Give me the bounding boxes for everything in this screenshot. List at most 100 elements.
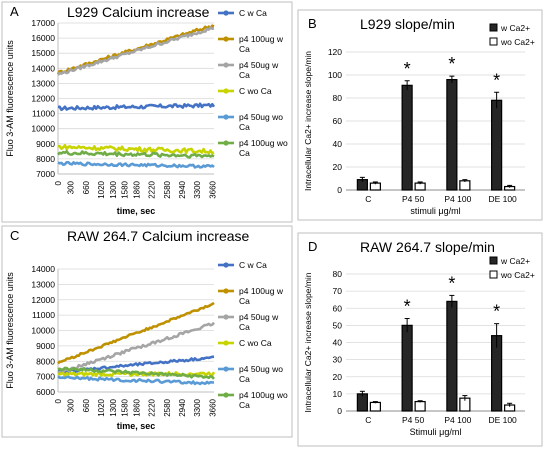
chart-title: RAW 264.7 slope/min xyxy=(360,239,495,255)
legend-marker xyxy=(223,140,229,146)
y-tick-label: 8000 xyxy=(36,154,55,164)
x-tick-label: C xyxy=(365,415,371,425)
series-line xyxy=(57,102,216,112)
x-tick-label: 1580 xyxy=(121,398,130,416)
panel-border xyxy=(297,232,543,447)
y-tick-label: 11000 xyxy=(32,109,55,119)
legend-label: p4 50ug w xyxy=(239,312,279,322)
x-tick-label: 3660 xyxy=(208,398,217,416)
bar xyxy=(401,84,413,191)
significance-marker: * xyxy=(493,70,500,90)
y-tick-label: 0 xyxy=(337,406,342,416)
y-tick-label: 11000 xyxy=(32,310,55,320)
significance-marker: * xyxy=(448,273,455,293)
x-tick-label: 3300 xyxy=(193,398,202,416)
x-tick-label: 2580 xyxy=(163,180,172,198)
legend-label: Ca xyxy=(239,44,250,54)
panel-C: C RAW 264.7 Calcium increase 6000 7000 8000 9… xyxy=(1,225,293,438)
bar xyxy=(491,99,503,191)
y-tick-label: 12000 xyxy=(31,295,55,305)
x-tick-label: C xyxy=(365,194,371,204)
x-tick-label: 2580 xyxy=(163,398,172,416)
legend-marker xyxy=(223,366,229,372)
x-tick-label: 1580 xyxy=(121,180,130,198)
legend-label: wo Ca2+ xyxy=(500,37,535,47)
y-tick-label: 10000 xyxy=(31,326,55,336)
legend-label: w Ca2+ xyxy=(500,256,530,266)
x-tick-label: 2940 xyxy=(178,180,187,198)
y-tick-label: 16000 xyxy=(31,33,55,43)
y-tick-label: 70 xyxy=(333,286,343,296)
y-tick-label: 17000 xyxy=(31,18,55,28)
x-tick-label: 660 xyxy=(82,180,91,194)
legend-label: Ca xyxy=(239,322,250,332)
y-tick-label: 0 xyxy=(337,185,342,195)
x-tick-label: P4 100 xyxy=(444,415,471,425)
series-line xyxy=(57,150,215,159)
y-tick-label: 50 xyxy=(333,320,343,330)
y-tick-label: 6000 xyxy=(36,387,55,397)
y-tick-label: 40 xyxy=(333,338,343,348)
y-tick-label: 20 xyxy=(333,372,343,382)
legend-marker xyxy=(223,340,229,346)
x-tick-label: 1860 xyxy=(132,398,141,416)
y-tick-label: 8000 xyxy=(36,356,55,366)
legend-swatch xyxy=(489,37,498,46)
significance-marker: * xyxy=(404,59,411,79)
legend-label: Ca xyxy=(239,374,250,384)
y-tick-label: 14000 xyxy=(31,63,55,73)
x-tick-label: 1020 xyxy=(97,180,106,198)
legend-marker xyxy=(223,262,229,268)
legend-label: p4 50ug w xyxy=(239,60,279,70)
series-line xyxy=(57,366,215,380)
x-tick-label: 2220 xyxy=(148,180,157,198)
panel-letter: C xyxy=(10,228,19,243)
x-tick-label: 1860 xyxy=(132,180,141,198)
legend-marker xyxy=(223,114,229,120)
legend-label: p4 50ug wo xyxy=(239,112,283,122)
panel-letter: B xyxy=(308,16,317,31)
significance-marker: * xyxy=(493,302,500,322)
bar xyxy=(446,300,458,412)
series-line xyxy=(57,144,215,155)
x-tick-label: 0 xyxy=(54,398,63,403)
legend-label: p4 100ug wo xyxy=(239,138,288,148)
x-tick-label: P4 100 xyxy=(444,194,471,204)
legend-label: p4 100ug wo xyxy=(239,390,288,400)
y-tick-label: 13000 xyxy=(31,279,55,289)
legend-label: p4 50ug wo xyxy=(239,364,283,374)
legend-label: Ca xyxy=(239,70,250,80)
legend-marker xyxy=(223,10,229,16)
legend-swatch xyxy=(489,270,498,279)
y-tick-label: 120 xyxy=(328,47,342,57)
legend-label: Ca xyxy=(239,400,250,410)
y-tick-label: 9000 xyxy=(36,139,55,149)
x-tick-label: 3300 xyxy=(193,180,202,198)
panel-border xyxy=(1,1,293,223)
legend-marker xyxy=(223,62,229,68)
x-axis-label: time, sec xyxy=(117,421,156,431)
y-tick-label: 10000 xyxy=(31,124,55,134)
y-tick-label: 7000 xyxy=(36,169,55,179)
legend-label: Ca xyxy=(239,296,250,306)
x-axis-label: time, sec xyxy=(117,206,156,216)
legend-marker xyxy=(223,36,229,42)
x-tick-label: P4 50 xyxy=(402,194,424,204)
bar xyxy=(446,78,458,191)
legend-label: Ca xyxy=(239,122,250,132)
x-tick-label: 660 xyxy=(82,398,91,412)
y-axis-label: Fluo 3-AM fluorescence units xyxy=(5,272,15,389)
y-tick-label: 100 xyxy=(328,70,342,80)
series-line xyxy=(57,26,215,76)
legend-label: w Ca2+ xyxy=(500,23,530,33)
legend-swatch xyxy=(489,256,498,265)
x-tick-label: 2940 xyxy=(178,398,187,416)
legend-label: p4 100ug w xyxy=(239,286,284,296)
legend-label: C wo Ca xyxy=(239,86,272,96)
chart-title: RAW 264.7 Calcium increase xyxy=(67,228,250,244)
y-tick-label: 60 xyxy=(333,303,343,313)
x-tick-label: 1300 xyxy=(109,398,118,416)
legend-marker xyxy=(223,88,229,94)
legend-label: C wo Ca xyxy=(239,338,272,348)
